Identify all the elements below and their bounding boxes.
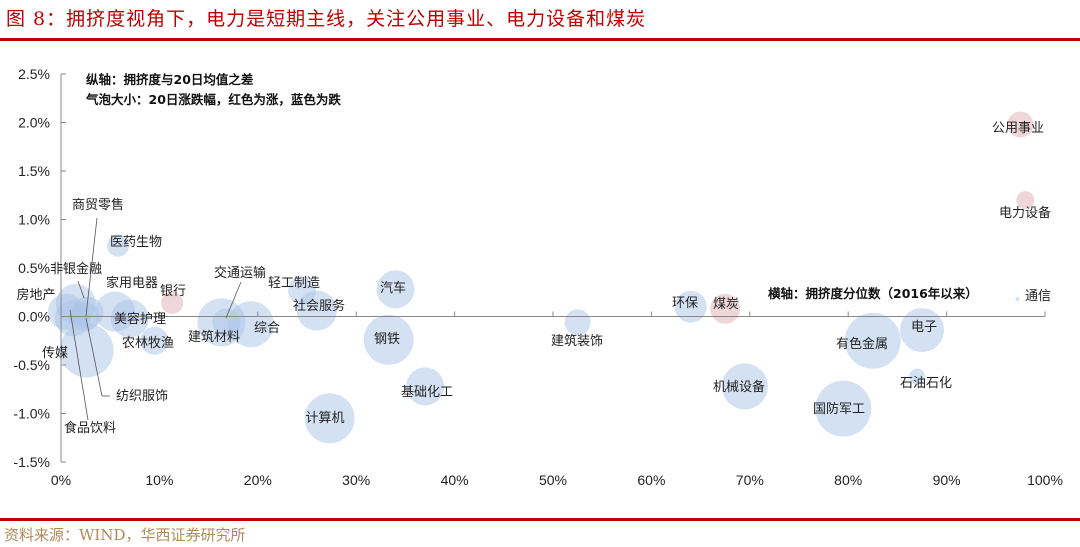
bubble xyxy=(721,363,768,410)
footer-divider xyxy=(0,518,1080,521)
bubble-label: 计算机 xyxy=(305,411,344,426)
x-tick-label: 10% xyxy=(145,472,173,488)
bubble xyxy=(110,299,149,338)
y-tick-label: -0.5% xyxy=(13,357,50,373)
bubble-label: 食品饮料 xyxy=(64,420,116,436)
bubble-label: 建筑材料 xyxy=(188,329,240,345)
bubble xyxy=(296,290,337,331)
bubble xyxy=(212,308,241,337)
y-tick-label: 2.0% xyxy=(18,115,50,131)
bubble xyxy=(140,326,169,355)
bubble-label: 农林牧渔 xyxy=(122,336,174,351)
bubble-label: 建筑装饰 xyxy=(551,333,603,349)
bubble-label: 有色金属 xyxy=(836,336,888,352)
bubble-label: 综合 xyxy=(254,321,280,336)
bubble-chart: 2.5% 2.0% 1.5% 1.0% 0.5% 0.0% -0.5% -1.0% -1.5%0… xyxy=(13,66,1063,488)
x-tick-label: 20% xyxy=(244,472,272,488)
bubble xyxy=(376,270,415,309)
y-tick-label: -1.5% xyxy=(13,454,50,470)
bubble xyxy=(363,314,414,365)
bubble-label: 公用事业 xyxy=(992,121,1044,136)
x-tick-label: 0% xyxy=(51,472,71,488)
x-tick-label: 80% xyxy=(834,472,862,488)
leader-line-shangmao xyxy=(85,217,98,317)
bubble-label: 通信 xyxy=(1025,289,1051,304)
y-tick-label: 1.5% xyxy=(18,163,50,179)
y-tick-label: 0.5% xyxy=(18,260,50,276)
bubble-label: 基础化工 xyxy=(401,385,453,400)
y-tick-label: 2.5% xyxy=(18,66,50,82)
bubble-label: 汽车 xyxy=(380,280,406,296)
figure-title: 图 8：拥挤度视角下，电力是短期主线，关注公用事业、电力设备和煤炭 xyxy=(6,8,647,30)
x-tick-label: 40% xyxy=(441,472,469,488)
bubble-label: 商贸零售 xyxy=(72,197,124,213)
leader-line-shipin xyxy=(69,309,89,421)
source-note: 资料来源：WIND，华西证券研究所 xyxy=(4,526,246,544)
bubble-label: 煤炭 xyxy=(713,297,739,312)
title-divider xyxy=(0,38,1080,41)
bubble-label: 电力设备 xyxy=(999,205,1051,221)
bubble xyxy=(107,234,130,257)
bubble-label: 房地产 xyxy=(16,287,55,303)
bubble-label: 纺织服饰 xyxy=(116,389,168,404)
x-axis-note: 横轴：拥挤度分位数（2016年以来） xyxy=(768,286,978,301)
bubble xyxy=(304,393,355,444)
leader-line-fangzhi xyxy=(85,317,103,397)
bubble xyxy=(674,290,707,323)
x-tick-label: 70% xyxy=(736,472,764,488)
bubble-label: 环保 xyxy=(672,296,698,311)
leader-line-jiaotong xyxy=(225,281,242,319)
bubble xyxy=(1016,191,1035,210)
y-tick-label: 1.0% xyxy=(18,212,50,228)
bubble xyxy=(1015,297,1020,302)
bubble xyxy=(844,312,901,369)
leader-line-feiyin xyxy=(77,280,85,299)
x-tick-label: 90% xyxy=(933,472,961,488)
bubble-label: 非银金融 xyxy=(50,261,102,277)
bubble-label: 社会服务 xyxy=(293,298,345,314)
bubble xyxy=(815,380,872,437)
bubble-label: 传媒 xyxy=(42,346,68,361)
bubble-label: 银行 xyxy=(160,284,186,299)
y-tick-label: -1.0% xyxy=(13,406,50,422)
bubble-label: 交通运输 xyxy=(214,265,266,281)
bubble-label: 美容护理 xyxy=(114,311,166,327)
y-axis-note: 纵轴：拥挤度与20日均值之差 xyxy=(86,72,253,87)
bubble xyxy=(59,323,114,378)
x-tick-label: 60% xyxy=(637,472,665,488)
bubble-label: 钢铁 xyxy=(374,332,400,347)
bubble-label: 机械设备 xyxy=(713,379,765,395)
bubble xyxy=(909,368,926,385)
x-tick-label: 100% xyxy=(1027,472,1063,488)
bubble xyxy=(900,308,944,353)
bubble xyxy=(1007,111,1034,138)
bubble-size-note: 气泡大小：20日涨跌幅，红色为涨，蓝色为跌 xyxy=(85,92,341,107)
x-tick-label: 30% xyxy=(342,472,370,488)
y-tick-label: 0.0% xyxy=(18,309,50,325)
bubble xyxy=(161,291,184,314)
bubble-label: 国防军工 xyxy=(813,401,865,417)
x-tick-label: 50% xyxy=(539,472,567,488)
bubble-label: 电子 xyxy=(911,320,937,335)
bubble-label: 家用电器 xyxy=(106,275,158,291)
bubble-label: 轻工制造 xyxy=(268,276,320,291)
bubble xyxy=(564,309,591,336)
bubble xyxy=(406,367,445,406)
bubble-label: 医药生物 xyxy=(110,235,162,250)
bubble-label: 石油石化 xyxy=(900,376,952,391)
